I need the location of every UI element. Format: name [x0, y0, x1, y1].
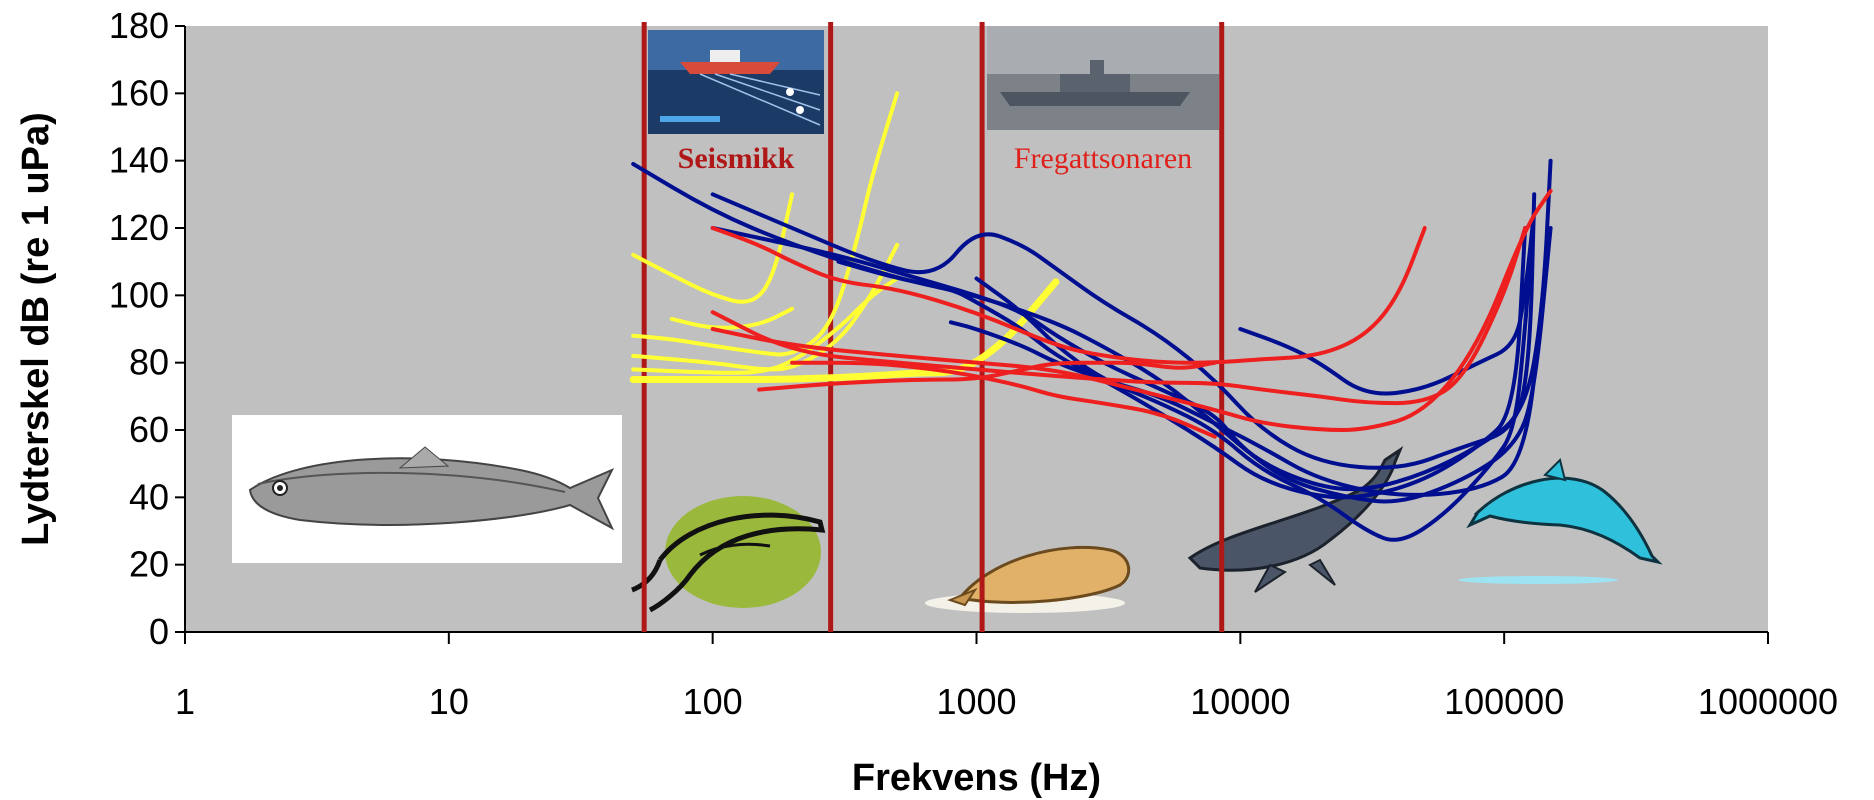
- threshold-curve-g2-s1: [710, 226, 1528, 406]
- threshold-curve-g0-s0: [629, 278, 1060, 384]
- frequency-band-labels: Seismikk Fregattsonaren: [678, 142, 1193, 175]
- x-tick-label: 10: [429, 681, 469, 722]
- y-tick-label: 180: [109, 5, 169, 46]
- seal-picture: [925, 546, 1131, 613]
- whale-picture: [1187, 446, 1404, 593]
- y-tick-label: 60: [129, 409, 169, 450]
- x-tick-label: 10000: [1190, 681, 1290, 722]
- y-tick-label: 100: [109, 274, 169, 315]
- x-axis-ticks: 1 10 100 1000 10000 100000 1000000: [175, 632, 1838, 722]
- threshold-curves: [629, 91, 1553, 542]
- y-axis-title: Lydterskel dB (re 1 uPa): [15, 112, 57, 546]
- x-axis-title: Frekvens (Hz): [852, 757, 1101, 799]
- band-label-seismikk: Seismikk: [678, 142, 795, 175]
- x-tick-label: 1: [175, 681, 195, 722]
- threshold-curve-g0-s5: [669, 306, 795, 330]
- threshold-curve-g2-s3: [757, 360, 1217, 392]
- threshold-curve-g2-s4: [790, 360, 1217, 439]
- threshold-curve-g1-s5: [1238, 209, 1537, 396]
- threshold-curve-g2-s0: [710, 226, 1427, 365]
- y-tick-label: 80: [129, 342, 169, 383]
- threshold-curve-g1-s3: [974, 209, 1537, 542]
- y-tick-label: 120: [109, 207, 169, 248]
- x-tick-label: 100000: [1444, 681, 1564, 722]
- threshold-curve-g2-s2: [710, 189, 1553, 432]
- frigate-picture: [987, 26, 1219, 130]
- y-tick-label: 0: [149, 611, 169, 652]
- threshold-curve-g1-s6: [948, 293, 1545, 497]
- seismic-ship-picture: [648, 30, 824, 134]
- dolphin-picture: [1458, 458, 1663, 584]
- threshold-curve-g1-s4: [836, 226, 1528, 500]
- illustrations: [232, 26, 1663, 613]
- threshold-curve-g1-s1: [710, 192, 1537, 470]
- herring-picture: [232, 415, 622, 563]
- band-label-fregattsonaren: Fregattsonaren: [1014, 142, 1192, 175]
- y-axis-ticks: 0 20 40 60 80 100 120 140 160 180: [109, 5, 185, 652]
- threshold-curve-g0-s2: [631, 192, 795, 304]
- x-tick-label: 1000000: [1698, 681, 1838, 722]
- y-tick-label: 140: [109, 140, 169, 181]
- x-tick-label: 1000: [936, 681, 1016, 722]
- fish-icon-picture: [631, 496, 826, 613]
- y-tick-label: 40: [129, 476, 169, 517]
- x-tick-label: 100: [683, 681, 743, 722]
- threshold-curve-g1-s2: [710, 226, 1553, 504]
- y-tick-label: 20: [129, 544, 169, 585]
- y-tick-label: 160: [109, 72, 169, 113]
- frequency-band-lines: [641, 22, 1225, 632]
